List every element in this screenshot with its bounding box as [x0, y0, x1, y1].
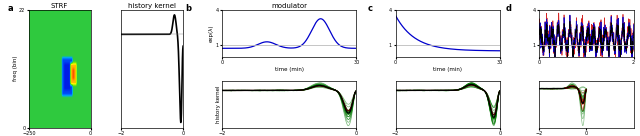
Title: history kernel: history kernel	[128, 3, 176, 9]
Text: b: b	[186, 4, 191, 13]
X-axis label: time (min): time (min)	[433, 67, 462, 72]
Title: modulator: modulator	[271, 3, 307, 9]
Text: a: a	[8, 4, 13, 13]
Y-axis label: freq (bin): freq (bin)	[13, 56, 18, 81]
Y-axis label: exp(λ): exp(λ)	[209, 24, 214, 42]
Text: d: d	[506, 4, 511, 13]
X-axis label: time (min): time (min)	[275, 67, 304, 72]
Text: c: c	[368, 4, 373, 13]
Y-axis label: history kernel: history kernel	[216, 85, 221, 123]
Title: STRF: STRF	[51, 3, 68, 9]
